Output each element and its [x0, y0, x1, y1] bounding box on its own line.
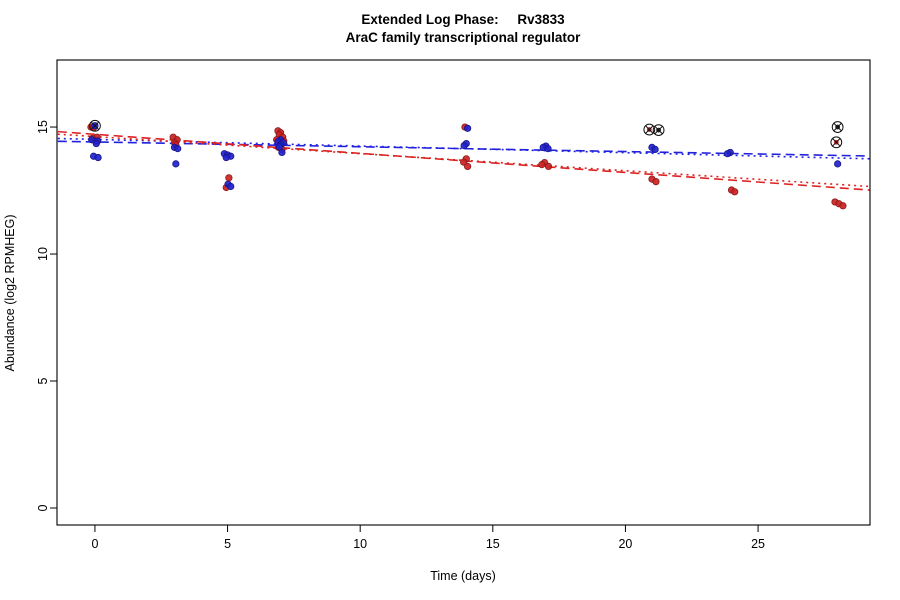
data-point [731, 188, 739, 196]
x-tick-label: 5 [224, 537, 231, 551]
y-tick-label: 10 [36, 247, 50, 261]
chart-subtitle: AraC family transcriptional regulator [346, 30, 582, 45]
y-tick-label: 0 [36, 504, 50, 511]
data-point [92, 139, 100, 148]
outlier-ring [643, 123, 656, 136]
outlier-cross [645, 125, 654, 134]
data-point [460, 158, 468, 166]
outlier-ring [831, 121, 844, 133]
chart-title: Extended Log Phase: Rv3833 [361, 12, 565, 27]
data-point [839, 202, 847, 210]
outlier-cross [654, 125, 663, 135]
x-axis-label: Time (days) [430, 569, 496, 583]
x-tick-label: 10 [353, 537, 367, 551]
plot-box [56, 59, 871, 526]
data-point [652, 178, 660, 186]
data-point [227, 182, 235, 191]
data-point [174, 145, 182, 153]
outlier-cross [832, 138, 841, 147]
outlier-cross [833, 122, 842, 132]
y-tick-label: 15 [36, 120, 50, 134]
data-point [651, 145, 659, 153]
data-point [172, 160, 180, 168]
data-point [464, 162, 472, 171]
data-point [225, 174, 233, 182]
data-point [723, 150, 732, 158]
x-tick-label: 15 [486, 537, 500, 551]
y-axis-label: Abundance (log2 RPMHEG) [3, 214, 17, 371]
data-point [460, 141, 468, 150]
trend-line-dashed [57, 140, 870, 157]
outlier-cross [90, 121, 100, 130]
data-point [834, 160, 842, 168]
data-point [544, 145, 552, 153]
outlier-ring [830, 136, 843, 149]
y-tick-label: 5 [36, 377, 50, 384]
data-point [544, 162, 553, 171]
data-point [278, 148, 286, 157]
x-tick-label: 20 [618, 537, 632, 551]
x-tick-label: 0 [91, 537, 98, 551]
outlier-ring [89, 119, 101, 132]
data-point [464, 124, 472, 132]
x-tick-label: 25 [751, 537, 765, 551]
data-point [538, 161, 546, 169]
data-point [94, 153, 102, 162]
plot-area: 0 5 10 15 20 25 0 5 10 15 [36, 59, 871, 551]
data-point [222, 153, 230, 162]
outlier-ring [652, 124, 665, 136]
